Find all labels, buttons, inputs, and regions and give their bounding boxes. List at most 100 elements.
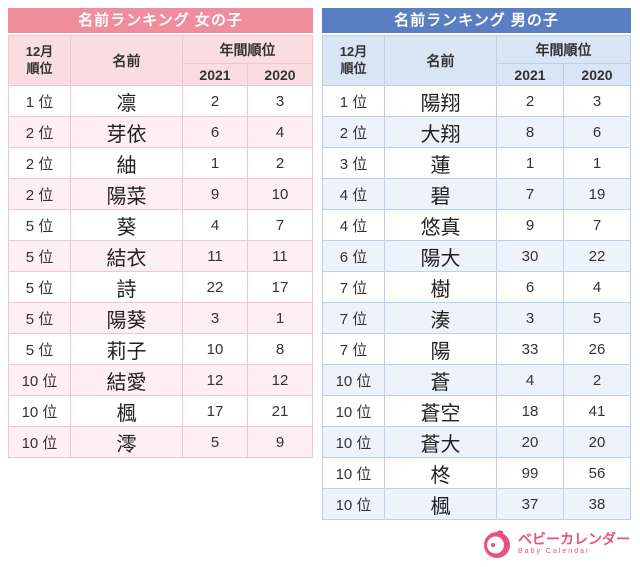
cell-y2020: 2 (563, 364, 631, 396)
cell-rank: 5 位 (8, 209, 71, 241)
cell-y2021: 3 (182, 302, 248, 334)
cell-name: 詩 (70, 271, 183, 303)
table-row: 5 位莉子 10 8 (8, 333, 313, 365)
cell-y2021: 12 (182, 364, 248, 396)
table-row: 10 位柊 99 56 (322, 457, 631, 489)
girls-table-header: 12月 順位 名前 年間順位 2021 2020 (8, 35, 313, 86)
cell-y2021: 30 (496, 240, 564, 272)
table-row: 1 位陽翔 2 3 (322, 85, 631, 117)
cell-y2021: 6 (182, 116, 248, 148)
table-row: 5 位陽葵 3 1 (8, 302, 313, 334)
cell-y2020: 6 (563, 116, 631, 148)
cell-rank: 5 位 (8, 240, 71, 272)
cell-y2020: 21 (247, 395, 313, 427)
cell-rank: 4 位 (322, 178, 385, 210)
cell-y2021: 9 (182, 178, 248, 210)
cell-rank: 2 位 (8, 178, 71, 210)
cell-rank: 2 位 (8, 116, 71, 148)
cell-y2021: 20 (496, 426, 564, 458)
table-row: 10 位楓 37 38 (322, 488, 631, 520)
cell-rank: 10 位 (322, 426, 385, 458)
cell-rank: 5 位 (8, 302, 71, 334)
cell-name: 蒼大 (384, 426, 497, 458)
cell-name: 凛 (70, 85, 183, 117)
brand-name: ベビーカレンダー (518, 531, 630, 547)
cell-y2020: 26 (563, 333, 631, 365)
table-row: 2 位陽菜 9 10 (8, 178, 313, 210)
cell-rank: 5 位 (8, 333, 71, 365)
cell-y2021: 1 (496, 147, 564, 179)
cell-y2020: 11 (247, 240, 313, 272)
column-header-annual-rank: 年間順位 (496, 35, 631, 64)
table-row: 2 位芽依 6 4 (8, 116, 313, 148)
cell-rank: 10 位 (322, 457, 385, 489)
cell-rank: 10 位 (8, 364, 71, 396)
cell-name: 柊 (384, 457, 497, 489)
girls-table-title: 名前ランキング 女の子 (8, 8, 313, 33)
cell-y2020: 7 (247, 209, 313, 241)
cell-y2020: 10 (247, 178, 313, 210)
table-row: 10 位楓 17 21 (8, 395, 313, 427)
cell-y2021: 37 (496, 488, 564, 520)
girls-ranking-table: 名前ランキング 女の子 12月 順位 名前 年間順位 2021 2020 1 位… (8, 8, 313, 458)
babycalendar-logo: ベビーカレンダー Baby Calendar (482, 529, 630, 559)
cell-rank: 7 位 (322, 333, 385, 365)
cell-name: 葵 (70, 209, 183, 241)
column-header-december-rank: 12月 順位 (8, 35, 71, 86)
table-row: 4 位碧 7 19 (322, 178, 631, 210)
cell-y2020: 2 (247, 147, 313, 179)
cell-rank: 10 位 (322, 488, 385, 520)
cell-name: 紬 (70, 147, 183, 179)
cell-y2020: 5 (563, 302, 631, 334)
cell-name: 樹 (384, 271, 497, 303)
cell-rank: 1 位 (322, 85, 385, 117)
cell-name: 碧 (384, 178, 497, 210)
cell-name: 楓 (384, 488, 497, 520)
cell-y2020: 38 (563, 488, 631, 520)
column-header-december-rank: 12月 順位 (322, 35, 385, 86)
cell-y2021: 3 (496, 302, 564, 334)
cell-y2020: 8 (247, 333, 313, 365)
cell-y2021: 99 (496, 457, 564, 489)
cell-y2021: 7 (496, 178, 564, 210)
column-header-2021: 2021 (182, 63, 248, 86)
column-header-name: 名前 (70, 35, 183, 86)
cell-name: 湊 (384, 302, 497, 334)
cell-y2020: 22 (563, 240, 631, 272)
table-row: 5 位詩 22 17 (8, 271, 313, 303)
cell-rank: 2 位 (8, 147, 71, 179)
cell-y2021: 8 (496, 116, 564, 148)
cell-rank: 3 位 (322, 147, 385, 179)
cell-y2020: 1 (563, 147, 631, 179)
cell-y2021: 18 (496, 395, 564, 427)
brand-subtitle: Baby Calendar (518, 548, 591, 555)
cell-name: 結愛 (70, 364, 183, 396)
column-header-2020: 2020 (247, 63, 313, 86)
cell-y2021: 2 (182, 85, 248, 117)
cell-name: 陽菜 (70, 178, 183, 210)
cell-name: 陽葵 (70, 302, 183, 334)
cell-rank: 10 位 (8, 426, 71, 458)
cell-y2021: 10 (182, 333, 248, 365)
cell-y2020: 4 (563, 271, 631, 303)
cell-y2020: 12 (247, 364, 313, 396)
table-row: 6 位陽大 30 22 (322, 240, 631, 272)
cell-y2020: 19 (563, 178, 631, 210)
table-row: 5 位結衣 11 11 (8, 240, 313, 272)
boys-table-title: 名前ランキング 男の子 (322, 8, 631, 33)
babycalendar-logo-icon (482, 529, 512, 559)
cell-name: 陽翔 (384, 85, 497, 117)
cell-y2020: 3 (563, 85, 631, 117)
cell-y2021: 4 (496, 364, 564, 396)
boys-table: 12月 順位 名前 年間順位 2021 2020 1 位陽翔 2 3 2 位大翔 8 6 3… (322, 35, 631, 520)
table-row: 4 位悠真 9 7 (322, 209, 631, 241)
cell-y2020: 7 (563, 209, 631, 241)
cell-y2020: 4 (247, 116, 313, 148)
